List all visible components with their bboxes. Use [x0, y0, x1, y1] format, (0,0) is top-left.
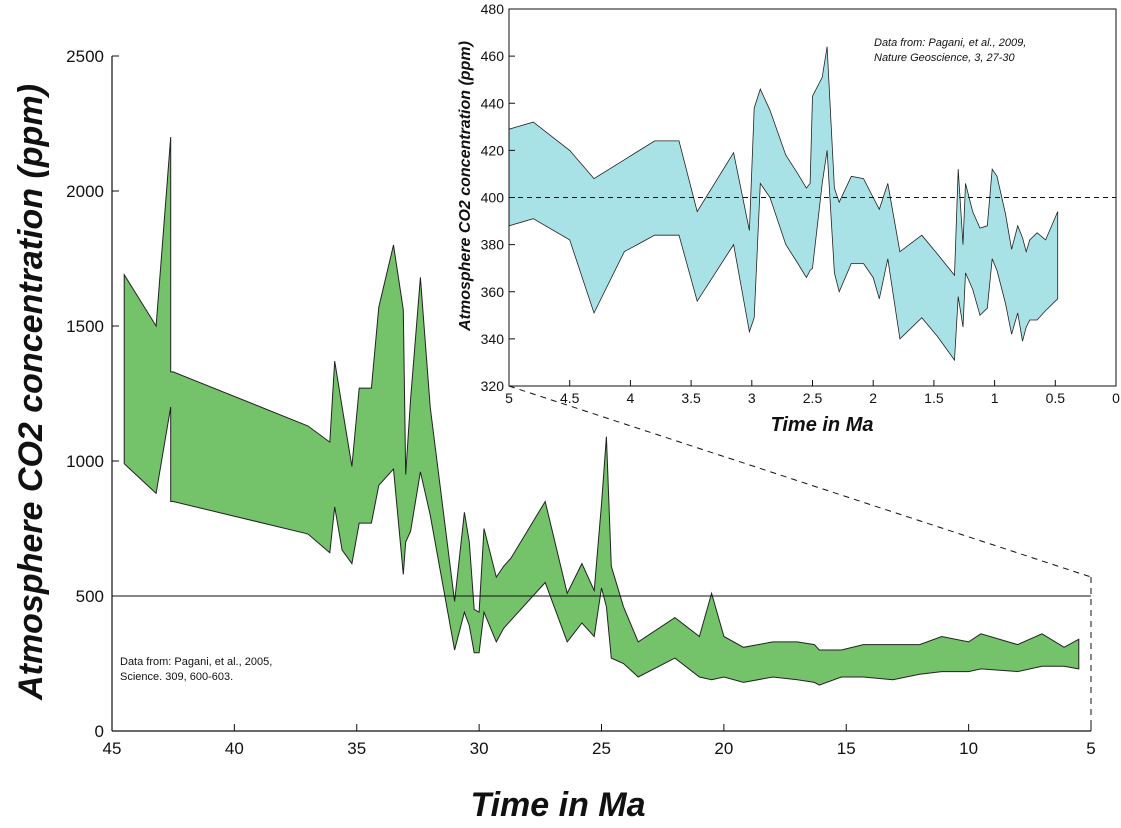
inset-x-tick-label: 1 — [991, 390, 999, 406]
main-x-tick-label: 15 — [837, 739, 856, 758]
inset-x-tick-label: 0.5 — [1046, 390, 1066, 406]
inset-x-tick-label: 4 — [627, 390, 635, 406]
inset-x-axis-title: Time in Ma — [771, 414, 874, 436]
main-source-note-line-2: Science. 309, 600-603. — [120, 671, 233, 683]
inset-source-note-line-2: Nature Geoscience, 3, 27-30 — [874, 52, 1016, 64]
main-co2-range-band — [123, 136, 1080, 686]
inset-co2-range-band — [509, 46, 1059, 362]
inset-x-tick-label: 5 — [505, 390, 513, 406]
inset-y-axis-title: Atmosphere CO2 concentration (ppm) — [457, 41, 474, 332]
zoom-connector-upper-line — [508, 385, 1092, 578]
inset-x-tick-label: 0 — [1112, 390, 1120, 406]
main-x-tick-label: 40 — [225, 739, 244, 758]
zoom-connector — [508, 385, 1092, 731]
main-x-tick-label: 45 — [103, 739, 122, 758]
main-y-ticks: 0 500 1000 1500 2000 2500 — [66, 47, 119, 741]
inset-x-tick-label: 1.5 — [924, 390, 944, 406]
inset-chart: 5 4.5 4 3.5 3 2.5 2 1.5 1 0.5 0 320 340 360 380 400 420… — [457, 1, 1120, 436]
inset-x-tick-label: 2 — [869, 390, 877, 406]
inset-x-tick-label: 3 — [748, 390, 756, 406]
main-y-tick-label: 2500 — [66, 47, 104, 66]
inset-x-tick-label: 2.5 — [803, 390, 823, 406]
inset-x-tick-label: 4.5 — [560, 390, 580, 406]
main-x-tick-label: 10 — [959, 739, 978, 758]
inset-y-tick-label: 340 — [481, 331, 505, 347]
inset-y-tick-label: 320 — [481, 378, 505, 394]
main-x-tick-label: 25 — [592, 739, 611, 758]
main-y-tick-label: 1000 — [66, 452, 104, 471]
main-x-axis-title: Time in Ma — [470, 786, 645, 824]
inset-y-tick-label: 360 — [481, 284, 505, 300]
inset-y-tick-label: 440 — [481, 95, 505, 111]
inset-y-tick-label: 400 — [481, 190, 505, 206]
main-x-tick-label: 35 — [347, 739, 366, 758]
main-y-tick-label: 0 — [95, 722, 104, 741]
inset-source-note-line-1: Data from: Pagani, et al., 2009, — [874, 37, 1026, 49]
inset-x-tick-label: 3.5 — [681, 390, 701, 406]
inset-y-tick-label: 480 — [481, 1, 505, 17]
main-x-tick-label: 20 — [714, 739, 733, 758]
main-source-note-line-1: Data from: Pagani, et al., 2005, — [120, 656, 272, 668]
main-x-tick-label: 5 — [1086, 739, 1095, 758]
main-y-tick-label: 1500 — [66, 317, 104, 336]
main-y-axis-title: Atmosphere CO2 concentration (ppm) — [12, 84, 50, 701]
main-y-tick-label: 500 — [76, 587, 104, 606]
inset-y-tick-label: 460 — [481, 48, 505, 64]
inset-y-tick-label: 420 — [481, 142, 505, 158]
inset-x-ticks: 5 4.5 4 3.5 3 2.5 2 1.5 1 0.5 0 — [505, 380, 1120, 406]
inset-y-ticks: 320 340 360 380 400 420 440 460 480 — [481, 1, 515, 394]
main-x-tick-label: 30 — [470, 739, 489, 758]
inset-y-tick-label: 380 — [481, 237, 505, 253]
main-x-ticks: 45 40 35 30 25 20 15 10 5 — [103, 724, 1096, 758]
main-y-tick-label: 2000 — [66, 182, 104, 201]
